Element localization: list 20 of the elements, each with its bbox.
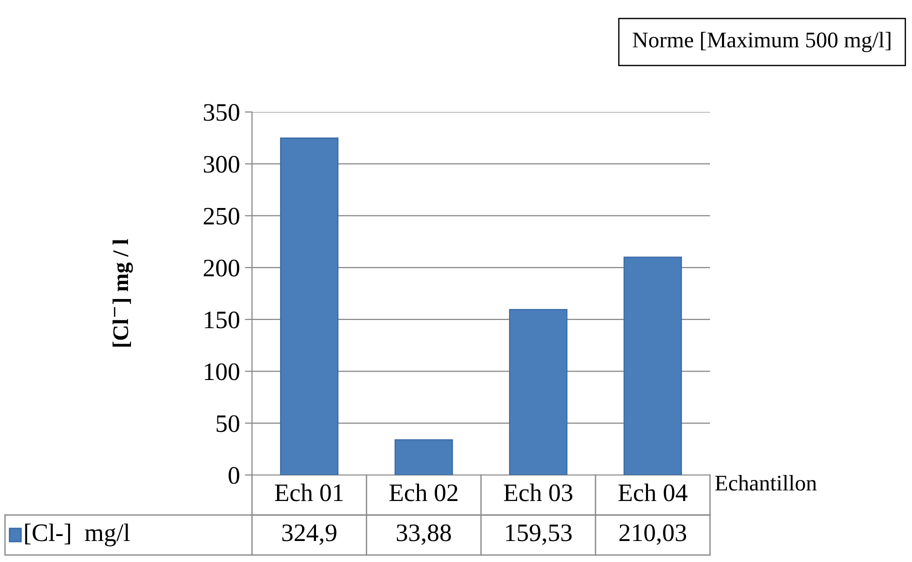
x-tick-label: Ech 01 bbox=[274, 484, 343, 502]
data-label: 159,53 bbox=[506, 524, 572, 545]
text: Norme [Maximum 500 mg/l] bbox=[632, 32, 890, 52]
x-axis-title: Echantillon bbox=[715, 475, 817, 491]
legend-label: [Cl-] mg/l bbox=[25, 524, 130, 546]
y-tick-label: 350 bbox=[204, 104, 240, 121]
y-axis-title: [Cl$^{−}$] mg / l bbox=[112, 239, 133, 347]
x-tick-label: Ech 04 bbox=[618, 484, 688, 502]
x-tick-label: Ech 02 bbox=[389, 484, 458, 502]
y-tick-label: 250 bbox=[204, 208, 240, 225]
y-tick-label: 300 bbox=[204, 156, 240, 173]
y-tick-label: 50 bbox=[216, 415, 240, 432]
y-tick-label: 0 bbox=[228, 467, 240, 484]
data-label: 210,03 bbox=[619, 524, 686, 545]
x-tick-label: Ech 03 bbox=[504, 484, 572, 502]
data-label: 324,9 bbox=[282, 524, 336, 545]
y-tick-label: 150 bbox=[204, 311, 240, 328]
data-label: 33,88 bbox=[396, 524, 451, 545]
y-tick-label: 200 bbox=[204, 260, 240, 276]
y-tick-label: 100 bbox=[204, 363, 240, 380]
